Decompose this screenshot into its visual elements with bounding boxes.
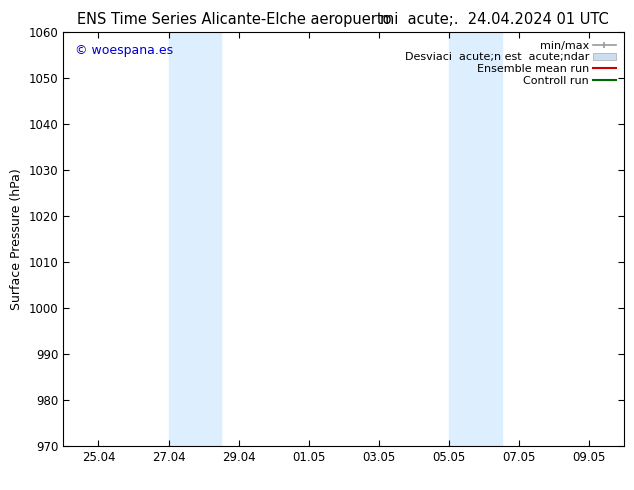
Bar <box>169 32 221 446</box>
Legend: min/max, Desviaci  acute;n est  acute;ndar, Ensemble mean run, Controll run: min/max, Desviaci acute;n est acute;ndar… <box>401 37 619 89</box>
Text: mi  acute;.  24.04.2024 01 UTC: mi acute;. 24.04.2024 01 UTC <box>380 12 609 27</box>
Bar <box>449 32 501 446</box>
Text: © woespana.es: © woespana.es <box>75 44 172 57</box>
Text: ENS Time Series Alicante-Elche aeropuerto: ENS Time Series Alicante-Elche aeropuert… <box>77 12 392 27</box>
Y-axis label: Surface Pressure (hPa): Surface Pressure (hPa) <box>10 168 23 310</box>
